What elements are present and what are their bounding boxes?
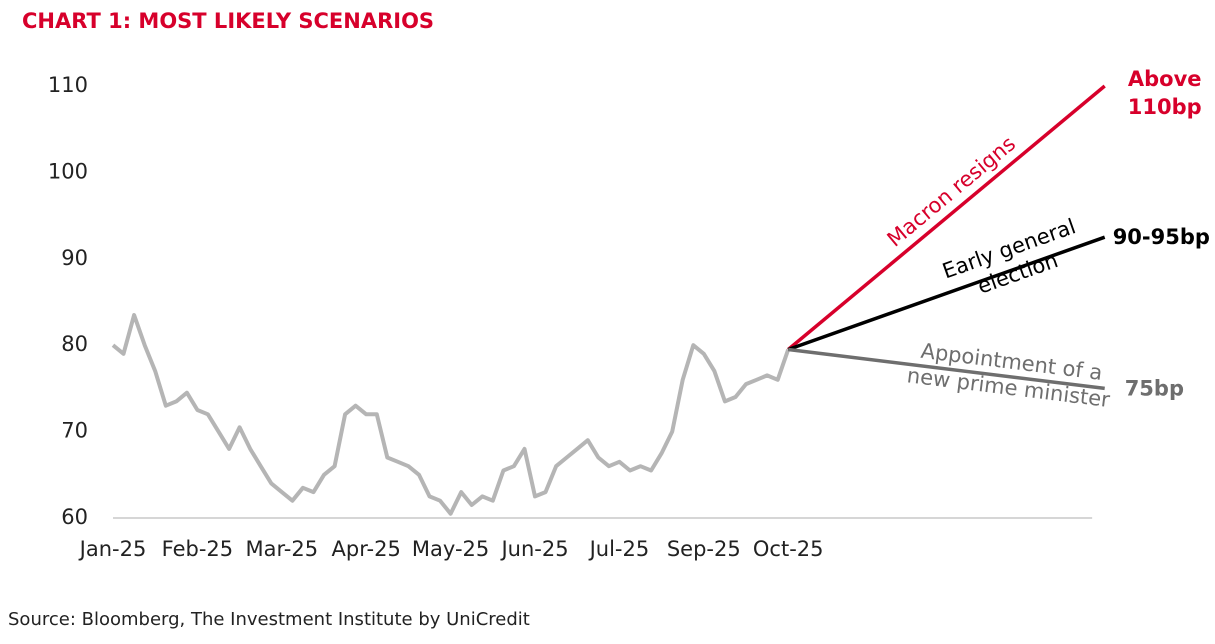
end-label: Above [1128,67,1202,91]
y-tick-label: 110 [48,73,88,97]
end-label: 75bp [1125,376,1184,400]
x-tick-label: Jun-25 [499,537,568,561]
y-tick-label: 80 [61,332,88,356]
source: Source: Bloomberg, The Investment Instit… [8,609,530,630]
scenario-label: Macron resigns [883,131,1021,251]
scenario-line [787,347,1105,391]
scenario-line [787,84,1106,351]
chart-title: CHART 1: MOST LIKELY SCENARIOS [22,9,434,33]
end-label: 90-95bp [1113,225,1210,249]
history-line [111,313,791,516]
end-label: 110bp [1128,95,1202,119]
y-tick-label: 70 [61,419,88,443]
scenario-line [787,235,1106,352]
y-tick-label: 90 [61,246,88,270]
x-tick-label: Jan-25 [78,537,147,561]
x-tick-label: May-25 [412,537,489,561]
x-tick-label: Jul-25 [588,537,650,561]
x-tick-label: Apr-25 [332,537,401,561]
x-tick-label: Sep-25 [667,537,741,561]
x-tick-label: Mar-25 [246,537,319,561]
x-tick-label: Oct-25 [753,537,824,561]
x-tick-label: Feb-25 [162,537,233,561]
y-tick-label: 60 [61,505,88,529]
y-tick-label: 100 [48,159,88,183]
